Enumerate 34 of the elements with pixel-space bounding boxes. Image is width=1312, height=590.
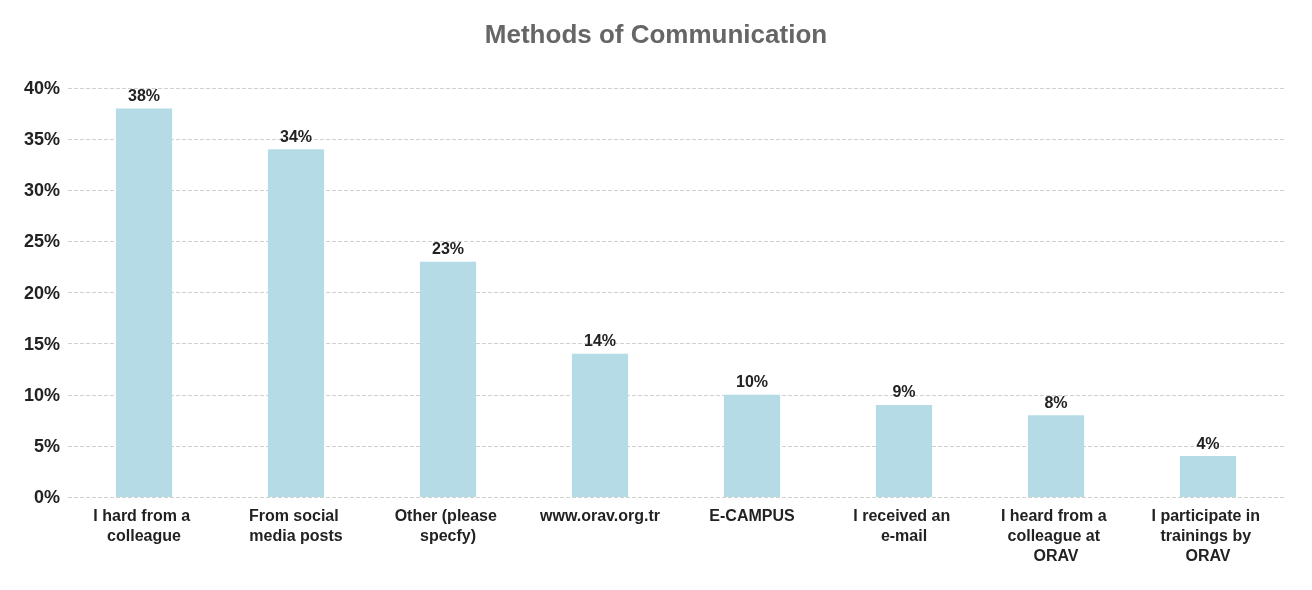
data-label: 9% xyxy=(892,383,916,401)
bar xyxy=(875,404,933,497)
data-label: 23% xyxy=(431,240,465,258)
x-tick-label: I heard from a colleague at ORAV xyxy=(1000,506,1112,564)
data-label: 34% xyxy=(279,127,313,145)
data-label: 14% xyxy=(583,332,617,350)
x-tick-label: From social media posts xyxy=(248,506,344,544)
y-tick-label: 30% xyxy=(23,180,60,201)
x-tick-label: www.orav.org.tr xyxy=(538,506,661,524)
y-tick-label: 20% xyxy=(23,282,60,303)
bar xyxy=(419,261,477,497)
x-tick-label: I received an e-mail xyxy=(853,506,955,544)
bar xyxy=(115,108,173,497)
x-tick-label: I hard from a colleague xyxy=(93,506,195,544)
chart-title: Methods of Communication xyxy=(484,19,828,49)
x-tick-label: Other (please specfy) xyxy=(394,506,502,544)
y-tick-label: 10% xyxy=(23,384,60,405)
data-label: 8% xyxy=(1044,393,1068,411)
x-tick-label: I participate in trainings by ORAV xyxy=(1151,506,1265,564)
bar xyxy=(267,149,325,497)
data-label: 10% xyxy=(735,373,769,391)
y-tick-label: 15% xyxy=(23,333,60,354)
bar xyxy=(723,394,781,497)
bar xyxy=(1179,456,1237,497)
y-tick-label: 40% xyxy=(23,78,60,98)
x-tick-label: E-CAMPUS xyxy=(709,506,795,524)
y-tick-label: 35% xyxy=(23,129,60,150)
data-label: 4% xyxy=(1196,434,1220,452)
bar xyxy=(571,353,629,497)
data-label: 38% xyxy=(127,86,161,104)
y-tick-label: 5% xyxy=(33,435,60,456)
y-tick-label: 25% xyxy=(23,231,60,252)
bar xyxy=(1027,415,1085,497)
y-tick-label: 0% xyxy=(33,487,60,507)
